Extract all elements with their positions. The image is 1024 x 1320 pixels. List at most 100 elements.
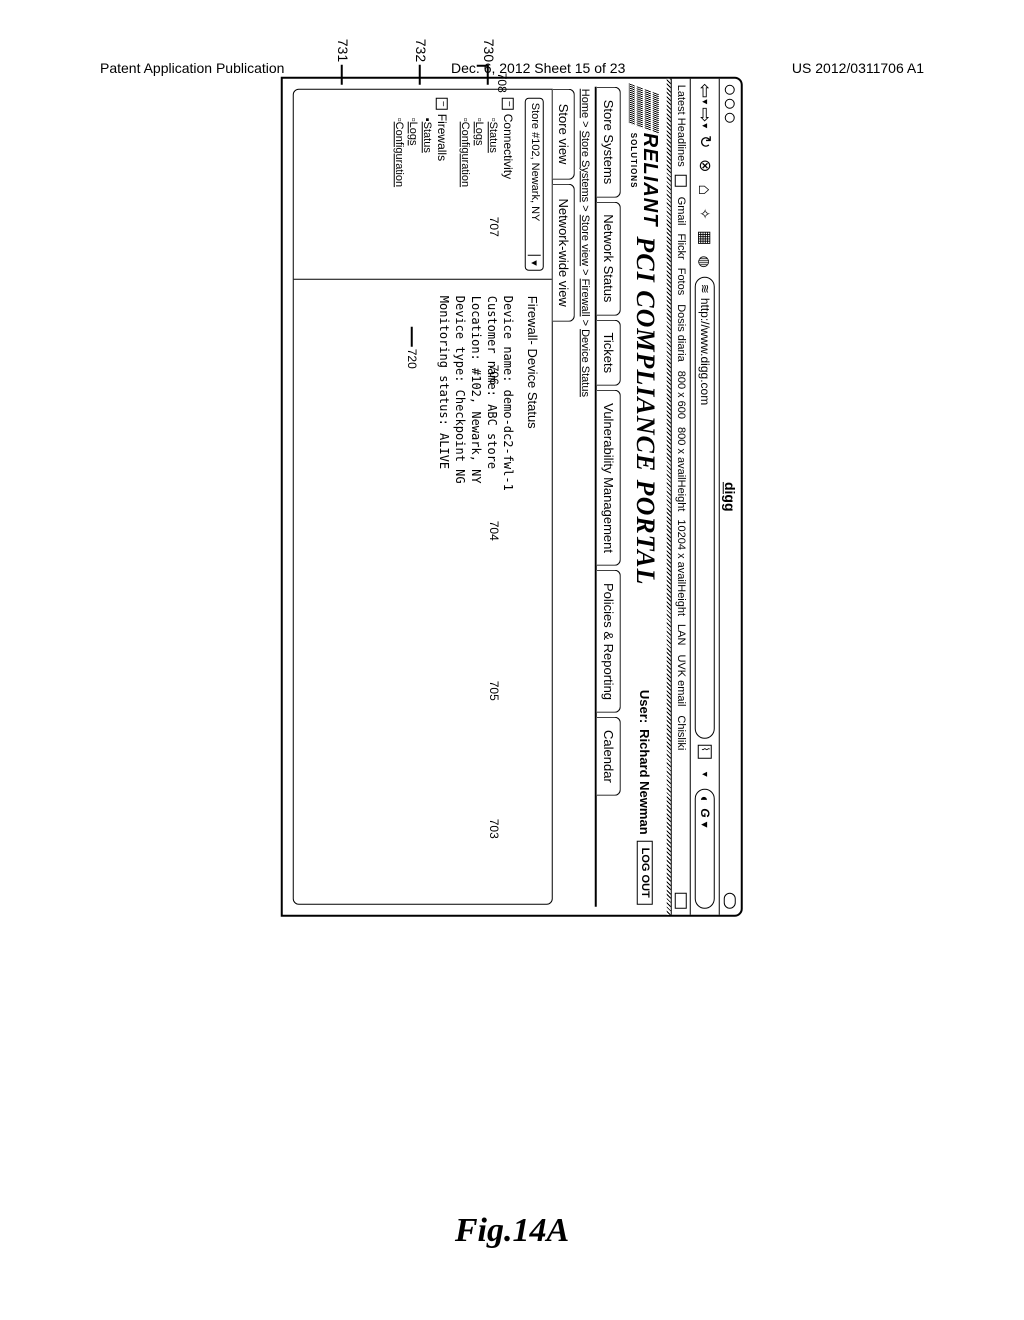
stop-button[interactable] <box>696 157 714 175</box>
tab-tickets[interactable]: Tickets <box>597 319 621 386</box>
feed-dropdown[interactable] <box>696 765 714 783</box>
logo: RELIANT SOLUTIONS <box>629 89 661 227</box>
page-content: RELIANT SOLUTIONS PCI COMPLIANCE PORTAL … <box>293 79 667 915</box>
globe-icon[interactable] <box>696 229 714 247</box>
doc-header: Patent Application Publication Dec. 6, 2… <box>100 60 924 76</box>
search-engine-letter: G <box>698 808 712 817</box>
chevron-down-icon: ▾ <box>528 255 541 266</box>
bookmark-chisliki[interactable]: Chisliki <box>675 715 687 750</box>
device-panel-title: Firewall- Device Status <box>525 296 540 888</box>
tree-children-firewalls: Status Logs Configuration <box>393 118 433 271</box>
callout-720: 720 <box>405 349 419 369</box>
breadcrumb: Home > Store Systems > Store view > Fire… <box>575 79 595 915</box>
bookmark-gmail[interactable]: Gmail <box>675 197 687 226</box>
tree-item-fw-status[interactable]: Status <box>421 118 433 271</box>
tree-node-connectivity[interactable]: − Connectivity <box>501 98 515 271</box>
callout-707: 707 <box>487 217 501 237</box>
browser-window: digg ht <box>281 77 743 917</box>
logo-text: RELIANT <box>638 133 661 227</box>
close-icon[interactable] <box>725 85 735 95</box>
callout-730-label: 730 <box>481 39 497 62</box>
crumb-firewall[interactable]: Firewall <box>579 279 591 317</box>
search-engine-icon <box>697 796 713 804</box>
crumb-device-status[interactable]: Device Status <box>579 329 591 397</box>
rotated-figure: 730 732 731 <box>281 77 743 917</box>
crumb-home[interactable]: Home <box>579 89 591 118</box>
browser-toolbar: http://www.digg.com G ▾ <box>690 79 719 915</box>
titlebar: digg <box>719 79 741 915</box>
titlebar-pill-icon <box>724 893 736 909</box>
header-left: Patent Application Publication <box>100 60 284 76</box>
store-selector[interactable]: Store #102, Newark, NY ▾ <box>525 98 544 271</box>
logout-button[interactable]: LOG OUT <box>637 841 653 905</box>
portal-header: RELIANT SOLUTIONS PCI COMPLIANCE PORTAL … <box>627 79 667 915</box>
url-text: http://www.digg.com <box>698 298 712 405</box>
bookmark-dosis[interactable]: Dosis diaria <box>675 304 687 362</box>
feed-icon[interactable] <box>698 745 712 759</box>
tree-label-connectivity: Connectivity <box>501 114 515 179</box>
user-label: User: <box>637 690 652 723</box>
home-button[interactable] <box>696 181 714 199</box>
toolbar-extra-icon[interactable] <box>696 205 714 223</box>
page: Patent Application Publication Dec. 6, 2… <box>0 0 1024 1320</box>
user-row: User: Richard Newman LOG OUT <box>637 690 653 905</box>
callout-732: 732 <box>413 39 429 62</box>
bookmark-fotos[interactable]: Fotos <box>675 268 687 297</box>
reload-button[interactable] <box>696 133 714 151</box>
search-caret-icon: ▾ <box>698 822 712 828</box>
search-box[interactable]: G ▾ <box>695 789 715 909</box>
window-controls[interactable] <box>725 85 735 123</box>
minimize-icon[interactable] <box>725 99 735 109</box>
url-bar[interactable]: http://www.digg.com <box>695 277 715 739</box>
rss-icon[interactable] <box>675 175 687 187</box>
collapse-icon[interactable]: − <box>436 98 448 110</box>
tree-node-firewalls[interactable]: − Firewalls <box>435 98 449 271</box>
device-row-monitoring: Monitoring status: ALIVE <box>437 296 451 888</box>
bookmark-10204xah[interactable]: 10204 x availHeight <box>675 519 687 616</box>
callout-705: 705 <box>487 681 501 701</box>
bookmark-uvk[interactable]: UVK email <box>675 654 687 707</box>
callout-704: 704 <box>487 521 501 541</box>
bookmark-latest[interactable]: Latest Headlines <box>675 85 687 167</box>
callout-731-label: 731 <box>335 39 351 62</box>
tab-policies[interactable]: Policies & Reporting <box>597 570 621 713</box>
tree-item-fw-logs[interactable]: Logs <box>407 118 419 271</box>
tab-vuln-mgmt[interactable]: Vulnerability Management <box>597 390 621 566</box>
header-center: Dec. 6, 2012 Sheet 15 of 23 <box>451 60 625 76</box>
bookmark-flickr[interactable]: Flickr <box>675 233 687 259</box>
portal-title: PCI COMPLIANCE PORTAL <box>630 236 660 585</box>
tab-store-systems[interactable]: Store Systems <box>597 87 621 198</box>
bookmark-800xah[interactable]: 800 x availHeight <box>675 427 687 511</box>
tree-item-conn-config[interactable]: Configuration <box>459 118 471 271</box>
bookmark-800x600[interactable]: 800 x 600 <box>675 371 687 419</box>
collapse-icon[interactable]: − <box>502 98 514 110</box>
tab-calendar[interactable]: Calendar <box>597 717 621 796</box>
tree-item-conn-status[interactable]: Status <box>487 118 499 271</box>
zoom-icon[interactable] <box>725 113 735 123</box>
header-right: US 2012/0311706 A1 <box>792 60 924 76</box>
crumb-store-view[interactable]: Store view <box>579 215 591 266</box>
callout-703: 703 <box>487 819 501 839</box>
store-selected: Store #102, Newark, NY <box>529 103 541 222</box>
callout-731: 731 <box>335 39 351 62</box>
crumb-store-systems[interactable]: Store Systems <box>579 131 591 203</box>
content-panel: Store #102, Newark, NY ▾ − Connectivity … <box>293 89 553 905</box>
dev-icon[interactable] <box>696 253 714 271</box>
inner-tabs: Store view Network-wide view <box>553 79 575 915</box>
tree-item-fw-config[interactable]: Configuration <box>393 118 405 271</box>
tree-item-conn-logs[interactable]: Logs <box>473 118 485 271</box>
tab-network-status[interactable]: Network Status <box>597 201 621 315</box>
window-title: digg <box>722 482 738 512</box>
user-name: Richard Newman <box>637 729 652 834</box>
inner-tab-network-wide[interactable]: Network-wide view <box>553 183 575 321</box>
device-row-name: Device name: demo-dc2-fwl-1 <box>501 296 515 888</box>
callout-730: 730 <box>481 39 497 62</box>
back-button[interactable] <box>696 85 714 103</box>
bookmark-lan[interactable]: LAN <box>675 624 687 646</box>
logo-stripes-icon <box>629 83 659 134</box>
forward-button[interactable] <box>696 109 714 127</box>
figure-wrap: 730 732 731 <box>100 106 924 728</box>
inner-tab-store-view[interactable]: Store view <box>553 89 575 180</box>
bookmarks-bar: Latest Headlines Gmail Flickr Fotos Dosi… <box>671 79 690 915</box>
bookmarks-overflow-icon[interactable] <box>675 893 687 909</box>
